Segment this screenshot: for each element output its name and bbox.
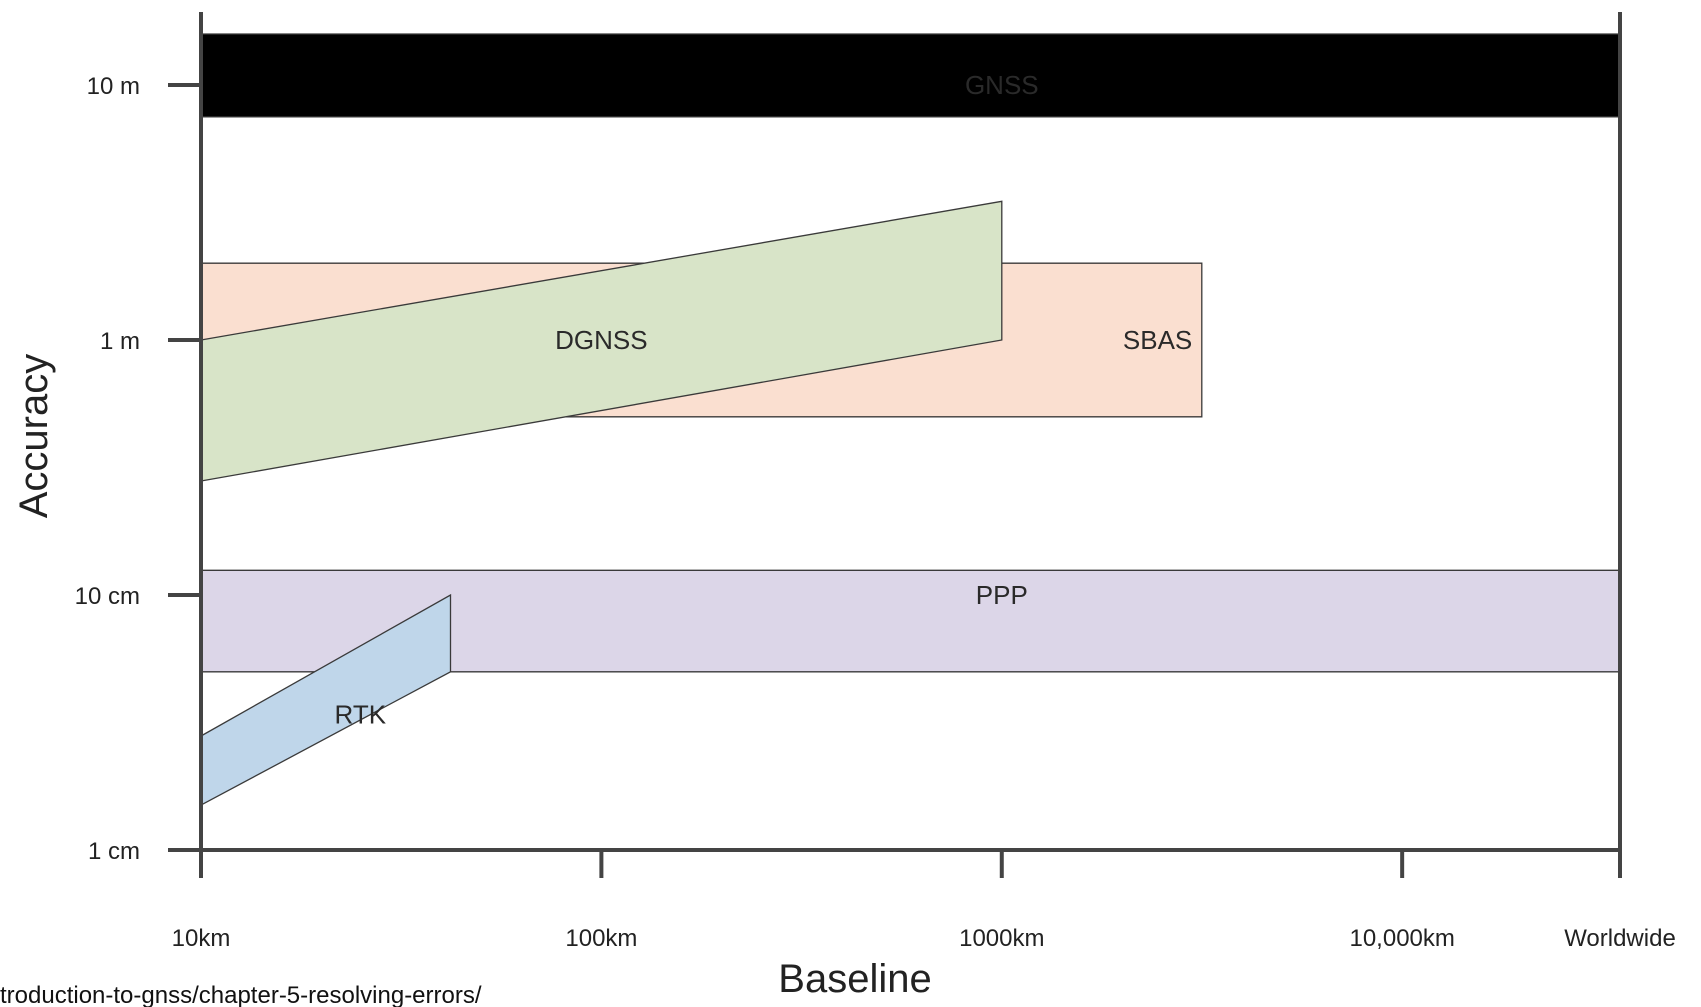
band-label-rtk: RTK	[335, 700, 387, 730]
x-tick-label: 100km	[565, 925, 637, 952]
y-tick-label: 10 m	[87, 73, 140, 100]
axes-layer	[168, 12, 1622, 878]
bands-layer	[200, 33, 1621, 807]
x-tick-label: 10,000km	[1349, 925, 1454, 952]
band-gnss	[200, 33, 1621, 118]
y-tick-label: 10 cm	[75, 583, 140, 610]
band-label-ppp: PPP	[976, 580, 1028, 610]
tick-labels-layer: 10km 100km 1000km 10,000km Worldwide 1 cm 10 c…	[75, 73, 1676, 952]
x-axis-title: Baseline	[778, 957, 931, 1001]
x-tick-label: Worldwide	[1564, 925, 1676, 952]
band-labels-layer: GNSS SBAS DGNSS PPP RTK	[335, 70, 1193, 730]
x-tick-label: 1000km	[959, 925, 1044, 952]
band-label-dgnss: DGNSS	[555, 325, 647, 355]
y-tick-label: 1 cm	[88, 838, 140, 865]
y-axis-title: Accuracy	[12, 354, 56, 519]
x-tick-label: 10km	[172, 925, 231, 952]
source-url-note: troduction-to-gnss/chapter-5-resolving-e…	[0, 982, 482, 1007]
y-tick-label: 1 m	[100, 328, 140, 355]
band-label-gnss: GNSS	[965, 70, 1039, 100]
band-label-sbas: SBAS	[1123, 325, 1192, 355]
